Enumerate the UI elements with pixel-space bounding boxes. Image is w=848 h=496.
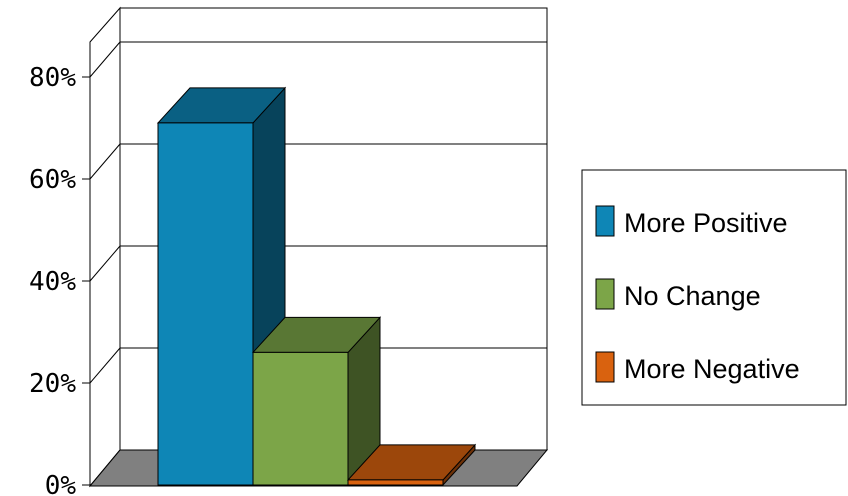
legend: More Positive No Change More Negative — [581, 169, 847, 406]
y-axis-ticks: 0% 20% 40% 60% 80% — [29, 63, 90, 496]
bar-more-negative — [346, 443, 477, 487]
legend-label: No Change — [624, 281, 761, 311]
y-tick-label: 40% — [29, 267, 76, 297]
bars — [156, 86, 477, 487]
legend-box — [581, 169, 847, 406]
bar-no-change — [251, 316, 382, 487]
gridline-side — [89, 41, 121, 78]
gridline-side — [89, 143, 121, 180]
y-tick-label: 80% — [29, 63, 76, 93]
legend-swatch — [595, 278, 615, 310]
legend-swatch — [595, 351, 615, 383]
y-tick-label: 20% — [29, 369, 76, 399]
legend-label: More Positive — [624, 208, 788, 238]
legend-item-more-positive: More Positive — [595, 205, 788, 238]
y-tick-label: 0% — [45, 471, 77, 496]
legend-item-more-negative: More Negative — [595, 351, 800, 384]
legend-label: More Negative — [624, 354, 800, 384]
legend-item-no-change: No Change — [595, 278, 761, 311]
gridline-side — [89, 245, 121, 282]
chart-side-wall — [89, 6, 121, 488]
gridline-side — [89, 347, 121, 384]
y-tick-label: 60% — [29, 165, 76, 195]
legend-swatch — [595, 205, 615, 237]
